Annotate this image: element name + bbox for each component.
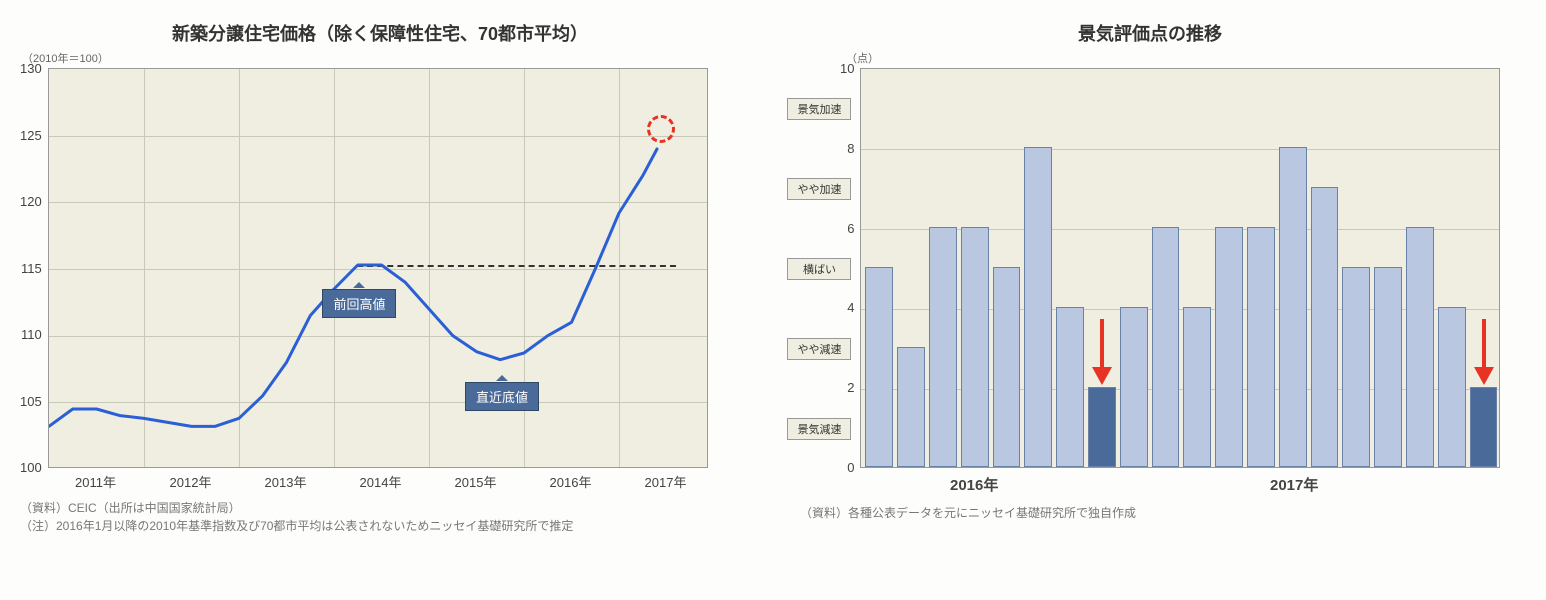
left-y-axis: 130 125 120 115 110 105 100 [20,68,48,468]
x-tick-label: 2016年 [523,472,618,491]
y-tick-label: 0 [847,467,854,468]
score-bar [1056,307,1084,467]
score-bar [1438,307,1466,467]
score-bar [1215,227,1243,467]
left-source-1: （資料）CEIC（出所は中国国家統計局） [20,499,740,517]
score-bar [865,267,893,467]
y-tick-label: 110 [21,334,42,335]
x-tick-label: 2013年 [238,472,333,491]
side-category-label: やや減速 [787,338,851,360]
score-bar [1342,267,1370,467]
right-y-unit: （点） [846,50,1500,66]
score-bar [1088,387,1116,467]
x-major-label: 2017年 [1270,474,1318,495]
side-category-label: やや加速 [787,178,851,200]
y-tick-label: 120 [20,201,42,202]
callout-label: 直近底値 [465,382,539,411]
charts-container: 新築分譲住宅価格（除く保障性住宅、70都市平均） （2010年＝100） 130… [20,20,1526,535]
score-bar [1152,227,1180,467]
left-chart-panel: 新築分譲住宅価格（除く保障性住宅、70都市平均） （2010年＝100） 130… [20,20,740,535]
grid-line [861,149,1499,150]
callout-label: 前回高値 [322,289,396,318]
score-bar [897,347,925,467]
score-bar [993,267,1021,467]
score-bar [1311,187,1339,467]
score-bar [1279,147,1307,467]
left-chart-title: 新築分譲住宅価格（除く保障性住宅、70都市平均） [20,20,740,46]
grid-line [861,229,1499,230]
y-tick-label: 130 [20,68,42,69]
y-tick-label: 125 [20,135,42,136]
right-chart-title: 景気評価点の推移 [800,20,1500,46]
left-y-unit: （2010年＝100） [22,50,740,66]
score-bar [1247,227,1275,467]
price-line-svg [49,69,709,469]
left-plot-area: 前回高値直近底値 [48,68,708,468]
score-bar [1120,307,1148,467]
right-chart-panel: 景気評価点の推移 （点） 1086420 景気加速やや加速横ばいやや減速景気減速… [800,20,1500,522]
y-tick-label: 105 [20,401,42,402]
right-plot-wrap: 1086420 景気加速やや加速横ばいやや減速景気減速 [840,68,1500,468]
right-side-labels: 景気加速やや加速横ばいやや減速景気減速 [771,69,851,467]
right-x-axis: 2016年 2017年 [820,472,1460,496]
grid-line [861,389,1499,390]
side-category-label: 景気加速 [787,98,851,120]
left-source-2: （注）2016年1月以降の2010年基準指数及び70都市平均は公表されないためニ… [20,517,740,535]
score-bar [1470,387,1498,467]
x-tick-label: 2014年 [333,472,428,491]
right-plot-area: 景気加速やや加速横ばいやや減速景気減速 [860,68,1500,468]
x-tick-label: 2015年 [428,472,523,491]
right-source: （資料）各種公表データを元にニッセイ基礎研究所で独自作成 [800,504,1500,522]
x-tick-label: 2011年 [48,472,143,491]
score-bar [1024,147,1052,467]
x-major-label: 2016年 [950,474,998,495]
score-bar [1183,307,1211,467]
side-category-label: 横ばい [787,258,851,280]
x-tick-label: 2017年 [618,472,713,491]
left-x-axis: 2011年2012年2013年2014年2015年2016年2017年 [48,472,740,491]
score-bar [929,227,957,467]
score-bar [1374,267,1402,467]
y-tick-label: 115 [21,268,42,269]
grid-line [861,309,1499,310]
score-bar [1406,227,1434,467]
side-category-label: 景気減速 [787,418,851,440]
x-tick-label: 2012年 [143,472,238,491]
y-tick-label: 100 [20,467,42,468]
score-bar [961,227,989,467]
left-plot-wrap: 130 125 120 115 110 105 100 前回高値直近底値 [20,68,740,468]
